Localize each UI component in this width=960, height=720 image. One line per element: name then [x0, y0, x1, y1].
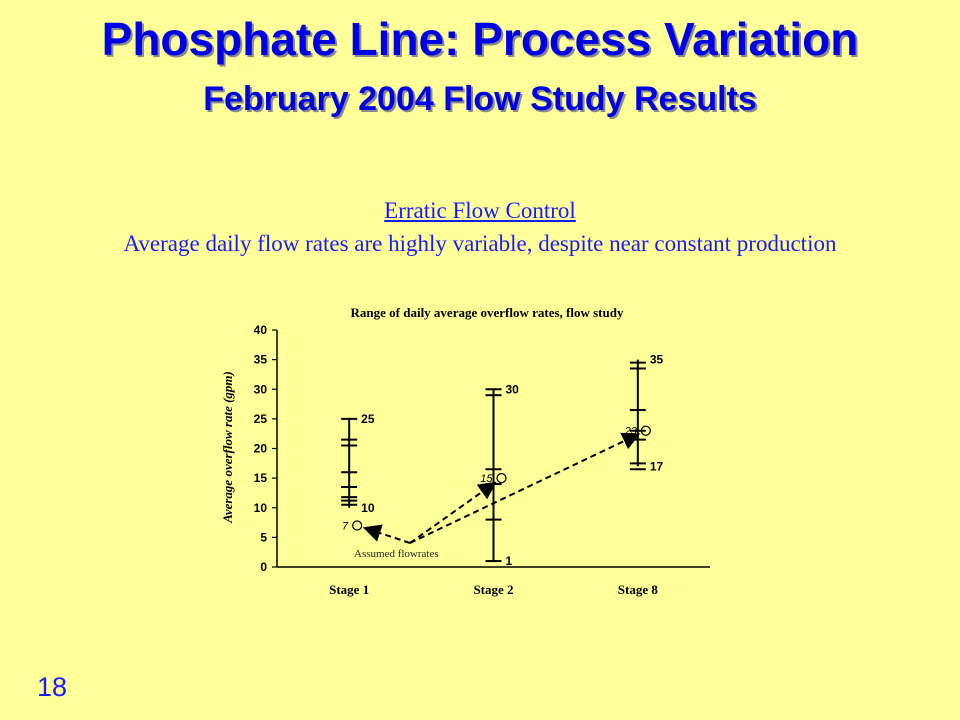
chart-y-axis-label: Average overflow rate (gpm): [220, 371, 235, 524]
chart-range-marks: 25 10 30 1 35 17: [341, 353, 664, 568]
y-tick-label: 0: [260, 560, 267, 574]
assumed-flowrate-marker: [640, 425, 651, 436]
caption-text: Average daily flow rates are highly vari…: [123, 231, 837, 256]
slide-subtitle: February 2004 Flow Study Results: [203, 80, 757, 118]
chart-title: Range of daily average overflow rates, f…: [351, 305, 624, 320]
assumed-flowrate-label: 23: [624, 426, 638, 438]
chart-x-categories: Stage 1 Stage 2 Stage 8: [329, 582, 658, 597]
annotation-arrow: [409, 481, 497, 544]
y-tick-label: 25: [254, 412, 268, 426]
y-tick-label: 15: [254, 471, 268, 485]
overflow-range-chart: Range of daily average overflow rates, f…: [220, 305, 710, 597]
x-category-label: Stage 8: [618, 582, 659, 597]
annotation-arrow: [409, 432, 641, 544]
caption-heading: Erratic Flow Control: [384, 198, 576, 223]
y-tick-label: 10: [254, 501, 268, 515]
slide-title: Phosphate Line: Process Variation: [101, 13, 859, 65]
chart-assumed-markers: 7 15 23: [342, 425, 651, 533]
range-max-label: 25: [361, 412, 375, 426]
slide-number: 18: [37, 672, 68, 702]
range-max-label: 30: [506, 382, 520, 396]
x-category-label: Stage 2: [473, 582, 513, 597]
assumed-flowrate-marker: [352, 520, 363, 531]
annotation-arrow: [362, 524, 411, 544]
range-min-label: 1: [506, 554, 513, 568]
y-tick-label: 35: [254, 353, 268, 367]
chart-annotation-arrows: [362, 432, 641, 544]
x-category-label: Stage 1: [329, 582, 369, 597]
assumed-flowrate-marker: [496, 473, 507, 484]
chart-y-ticks: 0 5 10 15 20 25 30 35 40: [254, 323, 277, 574]
range-min-label: 10: [361, 501, 375, 515]
y-tick-label: 30: [254, 382, 268, 396]
y-tick-label: 20: [254, 442, 268, 456]
range-min-label: 17: [650, 459, 664, 473]
assumed-flowrate-label: 7: [342, 521, 349, 533]
chart-annotation: Assumed flowrates: [354, 548, 439, 560]
range-max-label: 35: [650, 353, 664, 367]
y-tick-label: 5: [260, 530, 267, 544]
assumed-flowrate-label: 15: [480, 473, 493, 485]
y-tick-label: 40: [254, 323, 268, 337]
